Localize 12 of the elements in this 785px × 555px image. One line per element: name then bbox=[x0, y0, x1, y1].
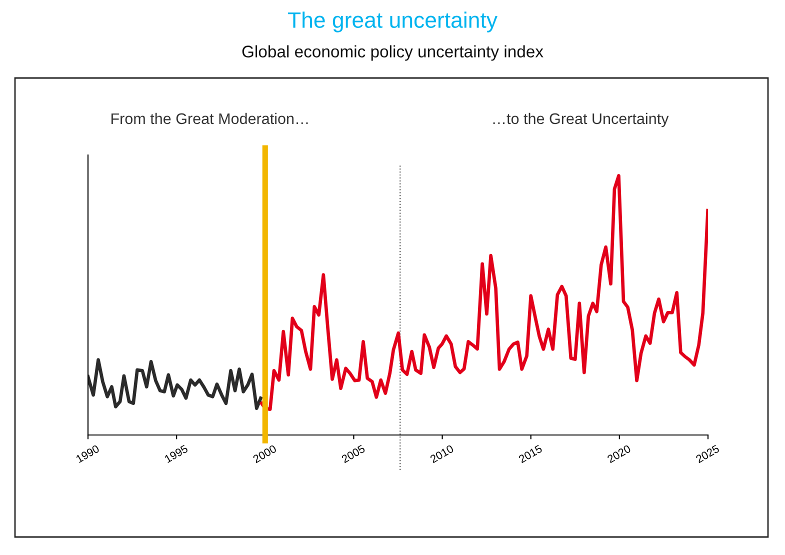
text: …to the Great Uncertainty bbox=[493, 112, 669, 128]
x-tick-label: 2010 bbox=[430, 444, 454, 464]
x-tick-label: 2000 bbox=[252, 444, 277, 464]
x-tick-label: 2005 bbox=[341, 444, 366, 464]
x-tick-label: 2020 bbox=[606, 444, 632, 464]
x-tick-label: 1995 bbox=[164, 444, 188, 464]
x-tick-label: 1990 bbox=[76, 444, 100, 464]
x-tick-label: 2025 bbox=[695, 444, 720, 464]
chart-title: The great uncertainty bbox=[288, 12, 498, 32]
text: From the Great Moderation… bbox=[111, 112, 308, 124]
x-tick-label: 2015 bbox=[518, 444, 543, 464]
chart-subtitle: Global economic policy uncertainty index bbox=[242, 45, 544, 61]
